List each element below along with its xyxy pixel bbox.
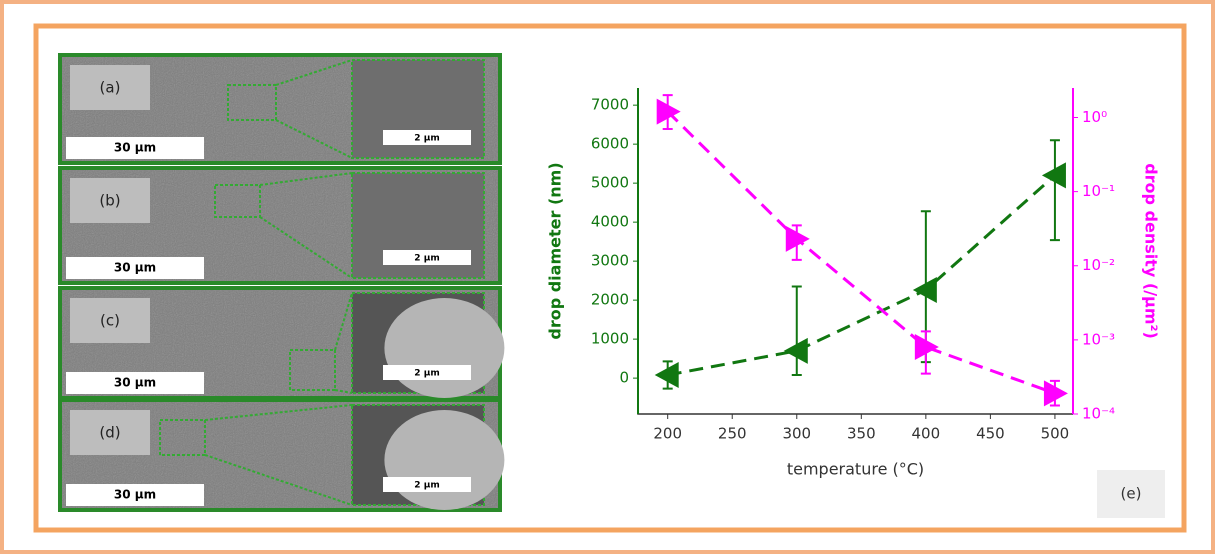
inset-scale-bar-label: 2 µm — [414, 254, 439, 264]
marker — [785, 225, 810, 252]
error-bar — [791, 285, 802, 377]
x-tick-label: 450 — [976, 425, 1005, 443]
panel-label: (c) — [100, 312, 120, 330]
scale-bar-label: 30 µm — [114, 261, 156, 275]
x-tick-label: 400 — [912, 425, 941, 443]
sem-panels: (a) 30 µm 2 µm (b) 30 µm 2 µm (c) 30 µm 2 µm (d) 3… — [58, 53, 505, 512]
panel-label: (b) — [99, 192, 120, 210]
y-tick-label: 0 — [619, 369, 629, 387]
zoom-box — [289, 349, 336, 391]
panel-label: (d) — [99, 424, 120, 442]
y-tick-label: 1000 — [591, 330, 629, 348]
scale-bar — [66, 257, 204, 279]
y2-axis-label: drop density (/µm²) — [1142, 163, 1161, 339]
zoom-lines — [275, 59, 353, 159]
y-axis-label: drop diameter (nm) — [546, 162, 565, 339]
error-bar — [1049, 139, 1060, 242]
panel-label: (a) — [100, 79, 121, 97]
marker — [656, 98, 681, 125]
scale-bar-label: 30 µm — [114, 376, 156, 390]
y-tick-label: 2000 — [591, 291, 629, 309]
marker — [912, 276, 937, 303]
y2-tick-label: 10⁻³ — [1082, 330, 1115, 348]
label-box — [70, 410, 150, 455]
series-line — [666, 110, 1056, 395]
x-axis-label: temperature (°C) — [787, 460, 924, 479]
scale-bar — [66, 484, 204, 506]
marker — [783, 337, 808, 364]
y2-tick-label: 10⁰ — [1082, 108, 1107, 126]
x-tick-label: 350 — [847, 425, 876, 443]
inset-scale-bar-label: 2 µm — [414, 134, 439, 144]
x-tick-label: 300 — [782, 425, 811, 443]
inset-scale-bar-label: 2 µm — [414, 369, 439, 379]
label-box — [70, 298, 150, 343]
x-tick-label: 200 — [653, 425, 682, 443]
label-box — [70, 65, 150, 110]
scale-bar-label: 30 µm — [114, 141, 156, 155]
zoom-lines — [204, 404, 353, 506]
inset-particle — [384, 298, 505, 398]
marker — [914, 334, 939, 361]
inset-particle — [384, 410, 505, 510]
inset-scale-bar — [383, 250, 471, 265]
inset-scale-bar — [383, 130, 471, 145]
zoom-lines — [259, 172, 353, 279]
y-tick-label: 7000 — [591, 96, 629, 114]
scale-bar — [66, 372, 204, 394]
y-tick-label: 4000 — [591, 213, 629, 231]
zoom-box — [227, 84, 277, 121]
marker — [1043, 380, 1068, 407]
inset-scale-bar — [383, 477, 471, 492]
zoom-box — [159, 419, 206, 456]
y2-tick-label: 10⁻² — [1082, 256, 1115, 274]
x-tick-label: 500 — [1041, 425, 1070, 443]
scale-bar — [66, 137, 204, 159]
marker — [654, 362, 679, 389]
panel-label-box — [1097, 470, 1165, 518]
inset-scale-bar — [383, 365, 471, 380]
y-tick-label: 5000 — [591, 174, 629, 192]
chart: (e) 200 250 300 350 400 450 500010002000300040… — [546, 88, 1165, 518]
panel-label: (e) — [1121, 485, 1142, 503]
y-tick-label: 6000 — [591, 135, 629, 153]
x-tick-label: 250 — [718, 425, 747, 443]
label-box — [70, 178, 150, 223]
inset-scale-bar-label: 2 µm — [414, 481, 439, 491]
zoom-lines — [334, 292, 353, 394]
zoom-box — [214, 184, 261, 218]
y-tick-label: 3000 — [591, 252, 629, 270]
series-line — [667, 174, 1056, 377]
marker — [1041, 162, 1066, 189]
y2-tick-label: 10⁻¹ — [1082, 182, 1115, 200]
y2-tick-label: 10⁻⁴ — [1082, 405, 1115, 423]
scale-bar-label: 30 µm — [114, 488, 156, 502]
